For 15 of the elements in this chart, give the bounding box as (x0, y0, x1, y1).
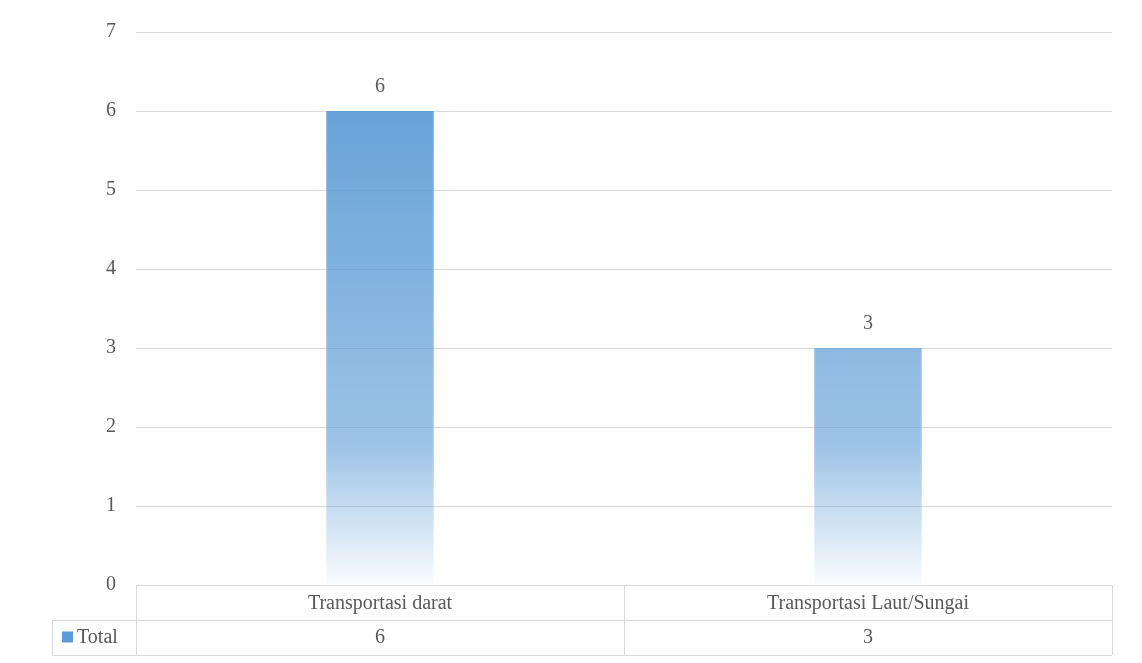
text: 3 (863, 624, 873, 647)
y-tick-label: 4 (106, 256, 116, 279)
text: 6 (375, 624, 385, 647)
y-tick-label: 0 (106, 572, 116, 595)
x-tick-label: Transportasi darat (307, 591, 453, 615)
x-tick-label: Transportasi Laut/Sungai (766, 591, 970, 615)
y-tick-label: 5 (106, 177, 116, 200)
y-tick-label: 6 (106, 98, 116, 121)
y-tick-label: 7 (106, 19, 116, 42)
legend-label: Total (77, 624, 119, 647)
data-label: 3 (863, 311, 873, 334)
y-tick-label: 2 (106, 414, 116, 437)
y-tick-label: 3 (106, 335, 116, 358)
y-tick-label: 1 (106, 493, 116, 516)
data-label: 6 (375, 74, 385, 97)
